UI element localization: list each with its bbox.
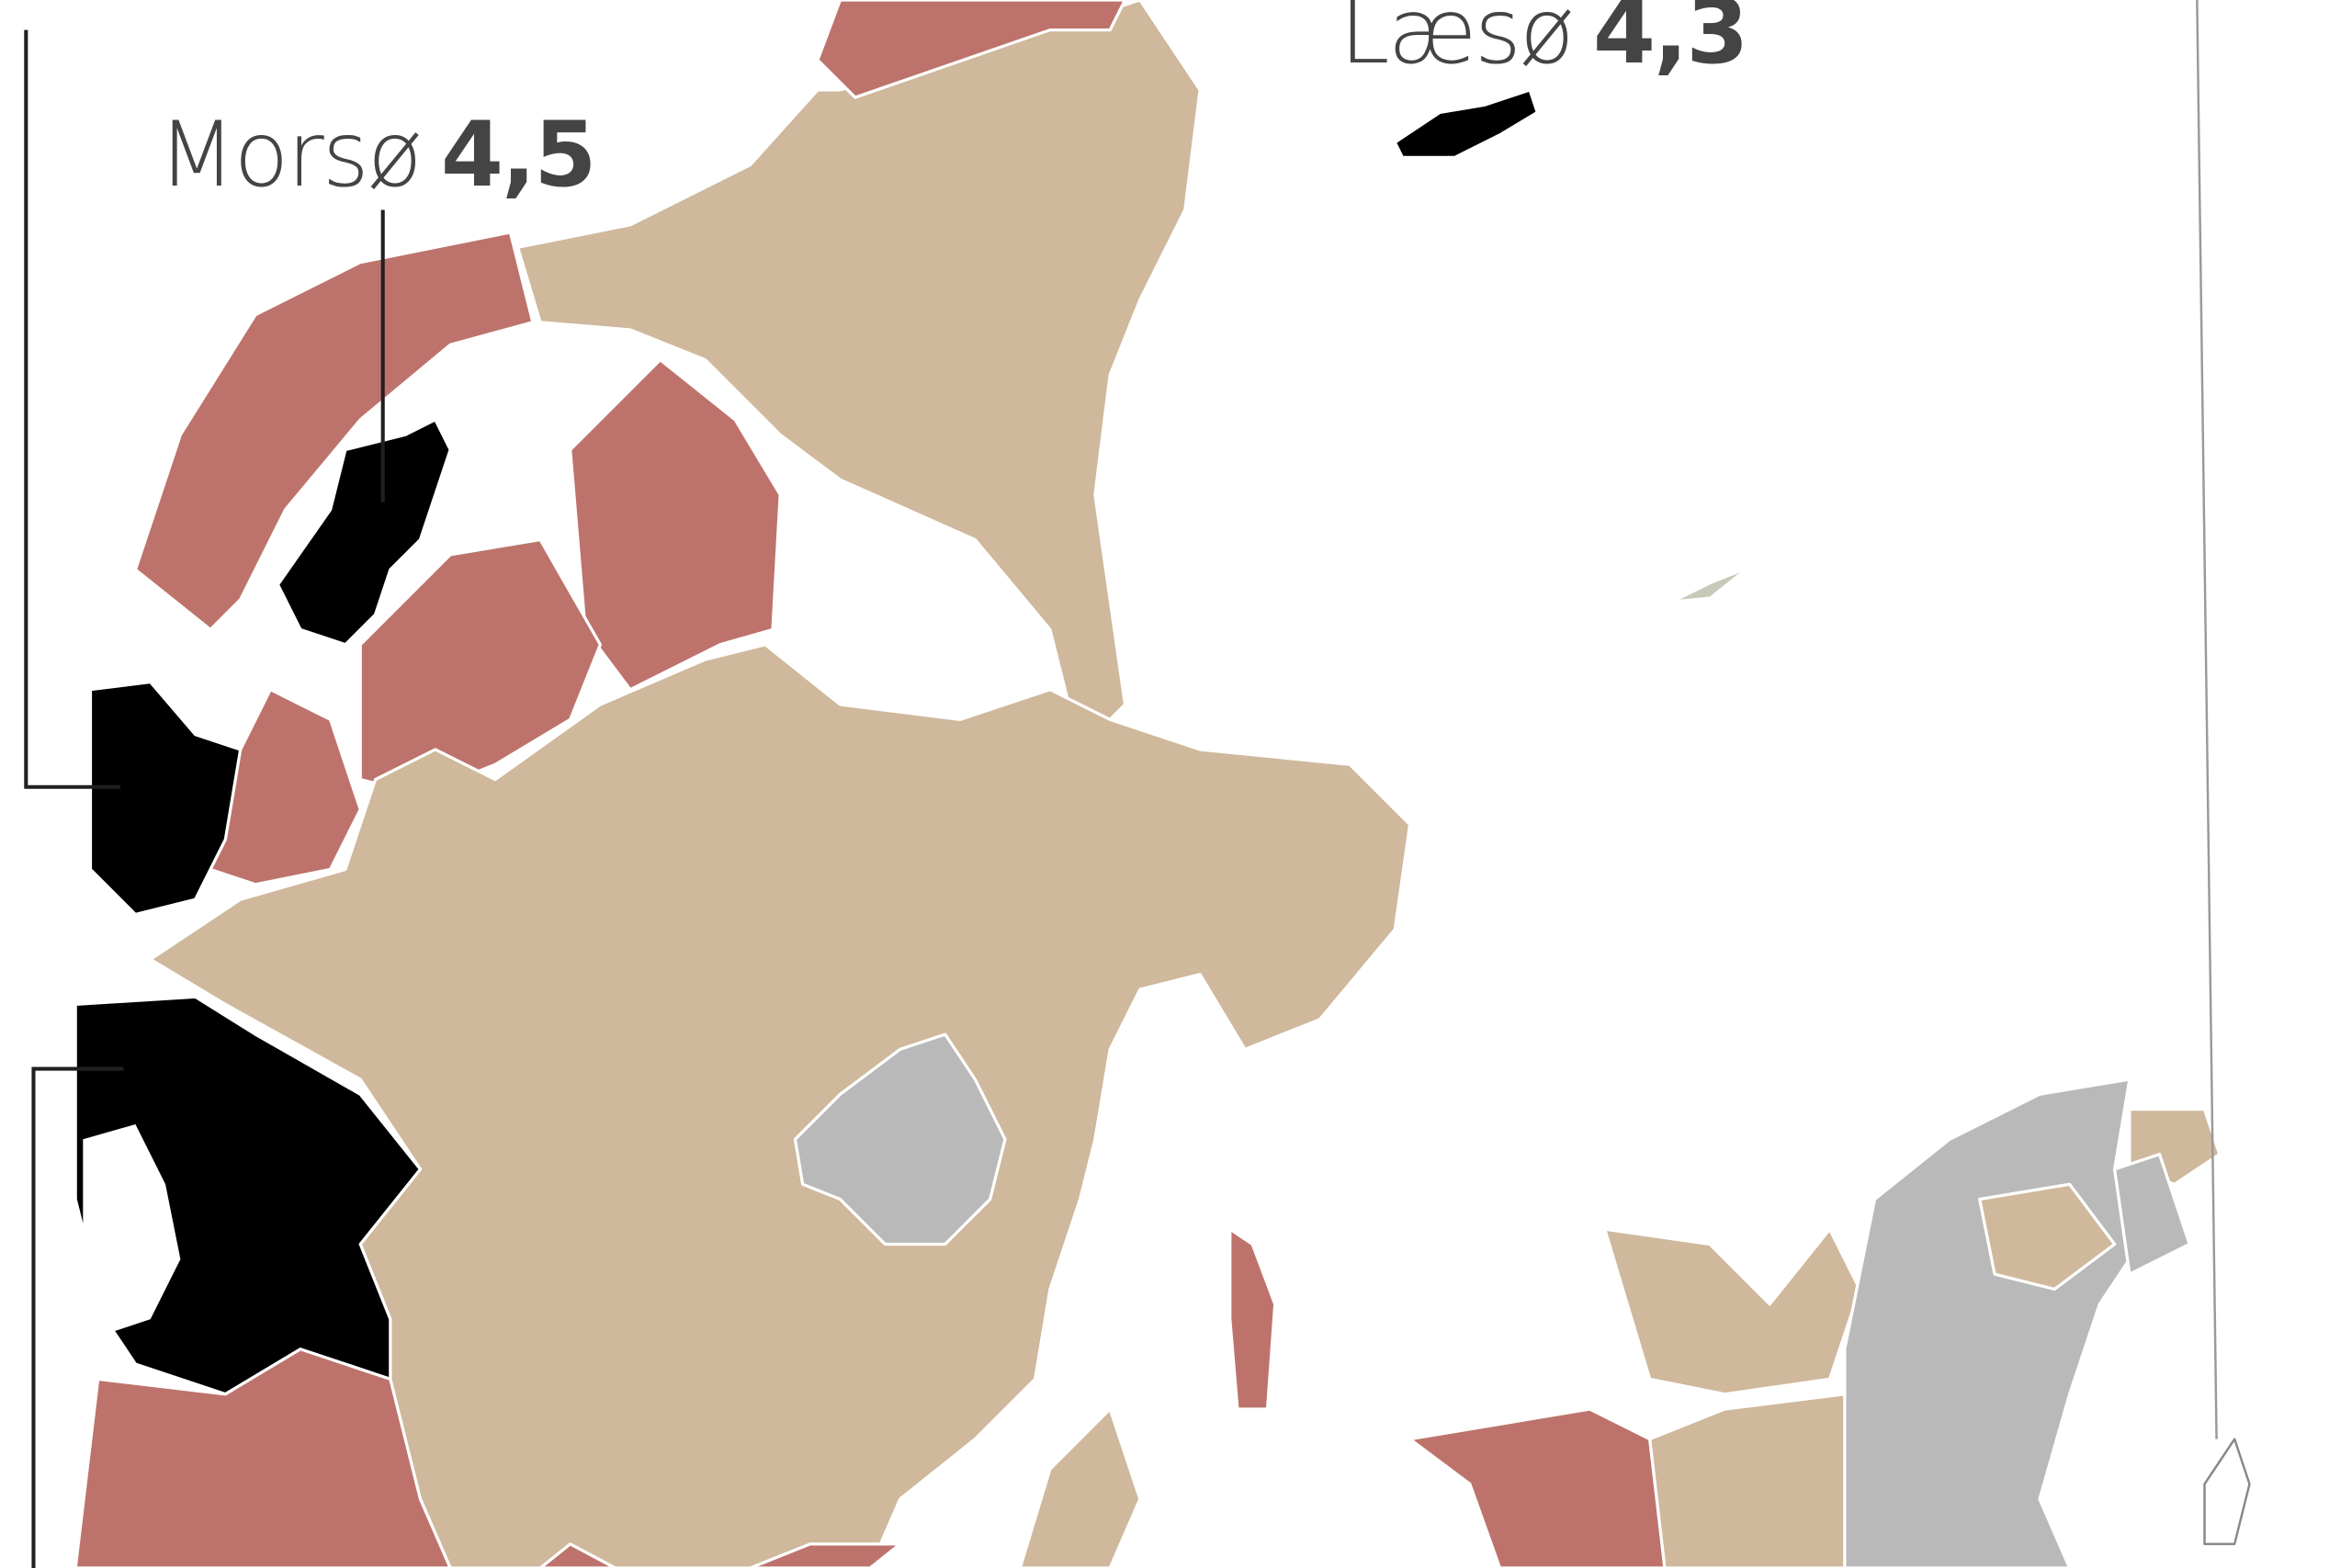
region-red-zealand-south	[1408, 1407, 1667, 1568]
region-red-struer	[209, 688, 362, 886]
region-black-lemvig	[88, 680, 243, 917]
region-tan-zealand-south	[1648, 1393, 1861, 1568]
label-morso-value: 4,5	[440, 103, 597, 208]
label-morso-name: Morsø	[158, 103, 423, 208]
region-gray-helsingor	[2112, 1152, 2191, 1276]
region-red-hjorring	[816, 0, 1127, 99]
region-tan-fyn	[1018, 1407, 1142, 1568]
region-red-vesthimmerland	[569, 358, 782, 692]
region-red-south	[538, 1542, 902, 1568]
inset-frame-line	[2196, 0, 2218, 1439]
region-tan-zealand-west	[1603, 1227, 1861, 1396]
region-black-morso	[276, 418, 452, 647]
region-gray-copenhagen	[1843, 1077, 2132, 1568]
region-anholt	[1679, 572, 1740, 600]
water-ringkobing-fjord	[83, 1123, 181, 1335]
leader-line-ringkobing	[31, 1066, 124, 1568]
label-morso: Morsø 4,5	[158, 110, 596, 200]
region-red-southwest	[74, 1348, 452, 1568]
label-laeso-name: Læsø	[1340, 0, 1575, 85]
region-outline-bornholm	[2203, 1438, 2251, 1546]
region-black-laeso	[1393, 88, 1539, 159]
region-red-thisted	[133, 231, 535, 632]
region-tan-north	[515, 0, 1202, 751]
leader-line-lemvig	[24, 29, 121, 789]
label-laeso: Læsø 4,3	[1340, 0, 1748, 77]
label-laeso-value: 4,3	[1592, 0, 1749, 85]
region-red-samso	[1228, 1227, 1277, 1411]
region-gray-silkeborg	[793, 1032, 1007, 1247]
